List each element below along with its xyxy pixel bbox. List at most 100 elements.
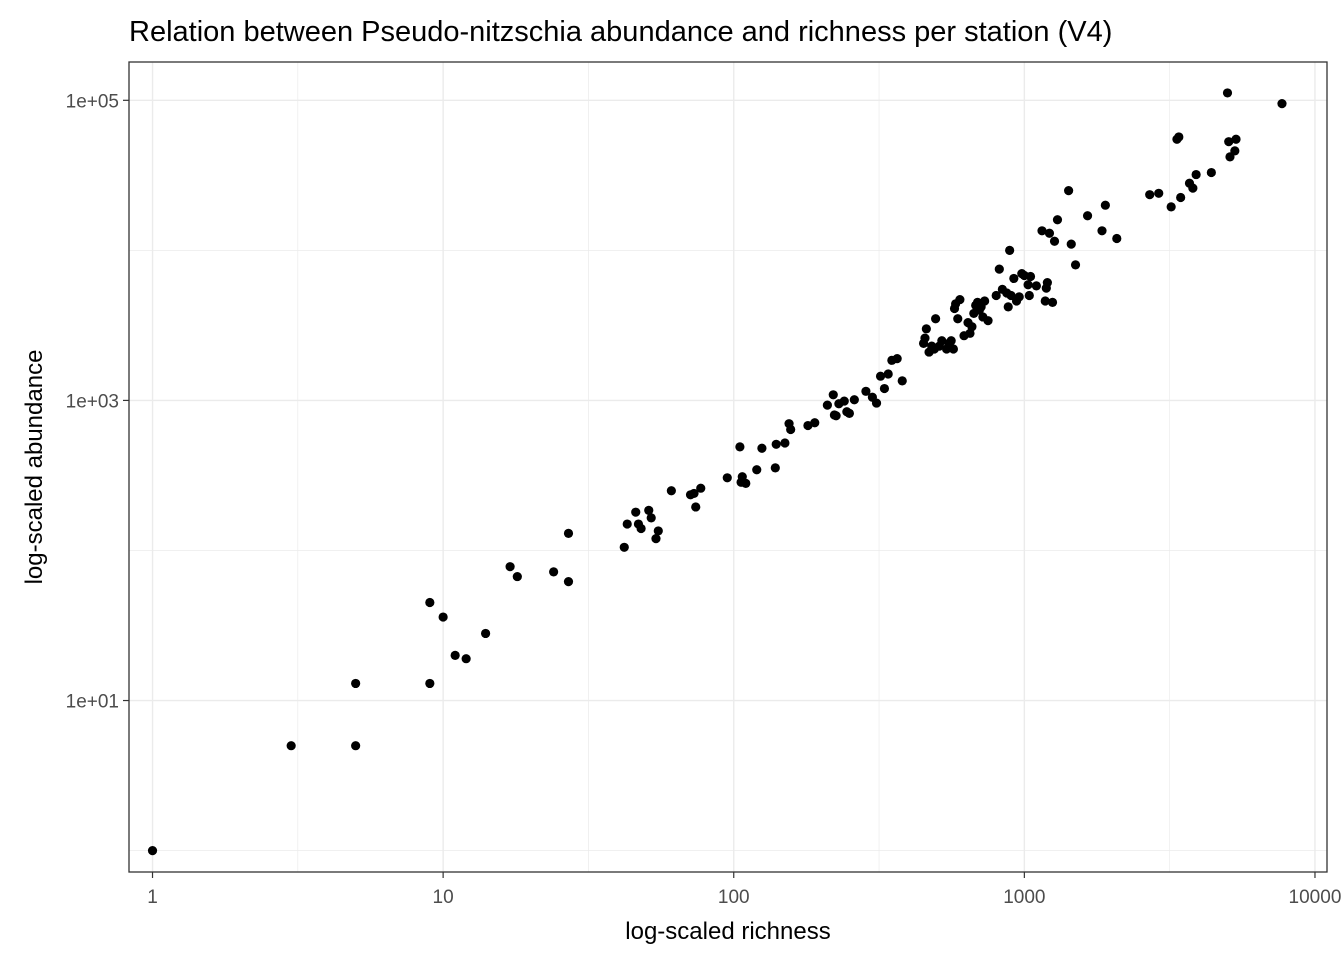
x-tick-label: 1 — [147, 887, 158, 908]
data-point — [631, 507, 641, 517]
data-point — [644, 505, 654, 515]
data-point — [953, 314, 963, 324]
data-point — [931, 314, 941, 324]
data-point — [839, 396, 849, 406]
y-tick-label: 1e+01 — [66, 692, 119, 713]
data-point — [771, 439, 781, 449]
data-point — [512, 571, 522, 582]
data-point — [1082, 211, 1093, 221]
data-point — [946, 336, 956, 346]
data-point — [822, 400, 832, 410]
data-point — [921, 324, 931, 334]
data-point — [1031, 281, 1041, 291]
data-point — [1206, 167, 1216, 178]
data-point — [450, 650, 460, 660]
data-point — [1024, 290, 1034, 301]
data-point — [425, 597, 435, 608]
data-point — [1191, 169, 1201, 180]
data-point — [1052, 215, 1063, 225]
data-point — [1064, 186, 1074, 196]
data-point — [844, 408, 854, 418]
data-point — [1005, 245, 1015, 255]
data-point — [757, 443, 767, 453]
y-tick-label: 1e+05 — [66, 91, 119, 112]
data-point — [1003, 302, 1013, 312]
y-axis-ticks: 1e+01 1e+03 1e+05 — [66, 91, 129, 713]
data-point — [438, 612, 448, 622]
data-point — [770, 463, 780, 473]
data-point — [871, 398, 882, 408]
data-point — [1277, 99, 1287, 109]
data-point — [653, 526, 663, 536]
chart-title: Relation between Pseudo-nitzschia abunda… — [129, 16, 1112, 48]
data-point — [1100, 200, 1110, 210]
data-point — [425, 678, 435, 689]
data-point — [948, 344, 959, 354]
x-tick-label: 10 — [433, 887, 454, 908]
data-point — [1014, 292, 1024, 302]
data-point — [892, 353, 902, 364]
x-axis-ticks: 1 10 100 1000 10000 — [147, 872, 1341, 908]
data-point — [286, 741, 296, 751]
data-point — [1176, 192, 1186, 203]
data-point — [505, 562, 515, 572]
data-point — [651, 533, 661, 544]
data-point — [563, 577, 574, 587]
data-point — [879, 383, 890, 394]
data-point — [741, 478, 751, 488]
data-point — [1222, 88, 1233, 98]
data-point — [696, 483, 706, 493]
x-tick-label: 10000 — [1289, 887, 1342, 908]
data-point — [147, 845, 158, 856]
data-point — [780, 438, 790, 448]
data-point — [849, 395, 859, 405]
data-point — [828, 390, 838, 400]
data-point — [622, 519, 632, 529]
data-point — [480, 628, 491, 639]
data-point — [1145, 190, 1155, 200]
data-point — [619, 542, 629, 552]
data-point — [1112, 233, 1122, 244]
data-point — [689, 488, 699, 499]
data-point — [646, 513, 656, 523]
data-point — [461, 654, 471, 664]
data-points — [147, 88, 1287, 856]
data-point — [722, 473, 732, 483]
data-point — [1023, 280, 1033, 290]
x-tick-label: 1000 — [1003, 887, 1045, 908]
data-point — [1009, 273, 1019, 284]
data-point — [691, 502, 701, 512]
data-point — [1042, 277, 1052, 288]
data-point — [980, 296, 990, 306]
y-tick-label: 1e+03 — [66, 391, 119, 412]
data-point — [967, 322, 977, 332]
data-point — [666, 486, 676, 496]
data-point — [752, 465, 762, 475]
data-point — [920, 333, 930, 343]
x-tick-label: 100 — [718, 887, 750, 908]
data-point — [991, 290, 1001, 301]
data-point — [810, 418, 820, 428]
data-point — [983, 316, 993, 326]
data-point — [1049, 236, 1060, 246]
data-point — [897, 376, 907, 386]
data-point — [994, 264, 1004, 274]
data-point — [1070, 260, 1081, 270]
data-point — [1040, 296, 1050, 306]
data-point — [875, 371, 886, 381]
data-point — [1025, 271, 1036, 282]
data-point — [636, 523, 646, 534]
data-point — [1224, 137, 1234, 147]
data-point — [861, 386, 871, 396]
data-point — [351, 741, 361, 751]
data-point — [1174, 132, 1184, 142]
data-point — [1097, 226, 1107, 236]
y-axis-title: log-scaled abundance — [21, 350, 48, 585]
data-point — [549, 567, 559, 577]
minor-gridlines — [129, 62, 1327, 872]
data-point — [937, 336, 947, 346]
data-point — [1188, 183, 1198, 193]
data-point — [735, 442, 745, 452]
